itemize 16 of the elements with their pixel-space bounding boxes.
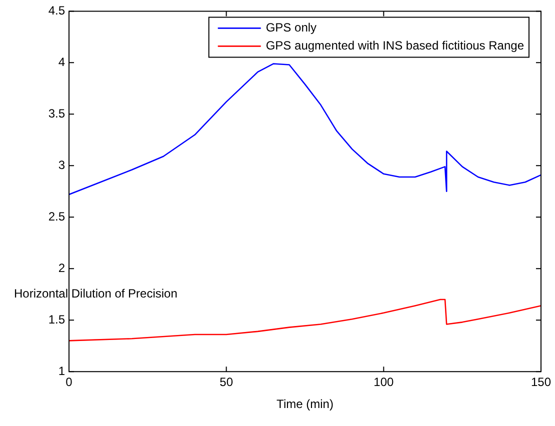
- y-tick-label: 2: [58, 260, 66, 275]
- x-tick-label: 50: [220, 375, 234, 390]
- legend-label: GPS only: [266, 20, 317, 35]
- y-tick-label: 4.5: [48, 4, 66, 18]
- y-tick-label: 3: [58, 158, 66, 172]
- y-tick-label: 2.5: [48, 209, 66, 224]
- x-tick-label: 100: [374, 375, 394, 390]
- y-tick-label: 4: [58, 55, 66, 69]
- y-tick-label: 1.5: [48, 312, 66, 326]
- y-axis-title: Horizontal Dilution of Precision: [14, 286, 178, 301]
- y-tick-label: 1: [58, 364, 66, 378]
- x-tick-label: 150: [530, 375, 552, 390]
- x-tick-label: 0: [66, 375, 73, 390]
- legend-label: GPS augmented with INS based fictitious Range: [266, 38, 524, 53]
- y-tick-label: 3.5: [48, 106, 66, 120]
- x-axis-title: Time (min): [276, 396, 334, 411]
